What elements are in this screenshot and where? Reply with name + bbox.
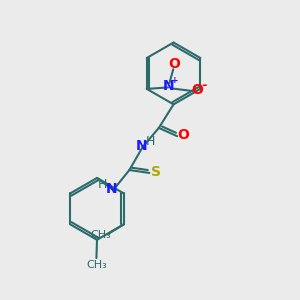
Text: O: O: [168, 57, 180, 71]
Text: H: H: [97, 178, 107, 191]
Text: -: -: [202, 79, 207, 92]
Text: N: N: [136, 139, 147, 153]
Text: O: O: [177, 128, 189, 142]
Text: CH₃: CH₃: [86, 260, 107, 269]
Text: S: S: [151, 165, 161, 179]
Text: H: H: [146, 135, 156, 148]
Text: N: N: [106, 182, 118, 196]
Text: N: N: [163, 79, 174, 93]
Text: O: O: [191, 83, 203, 98]
Text: +: +: [171, 76, 178, 85]
Text: CH₃: CH₃: [90, 230, 111, 240]
